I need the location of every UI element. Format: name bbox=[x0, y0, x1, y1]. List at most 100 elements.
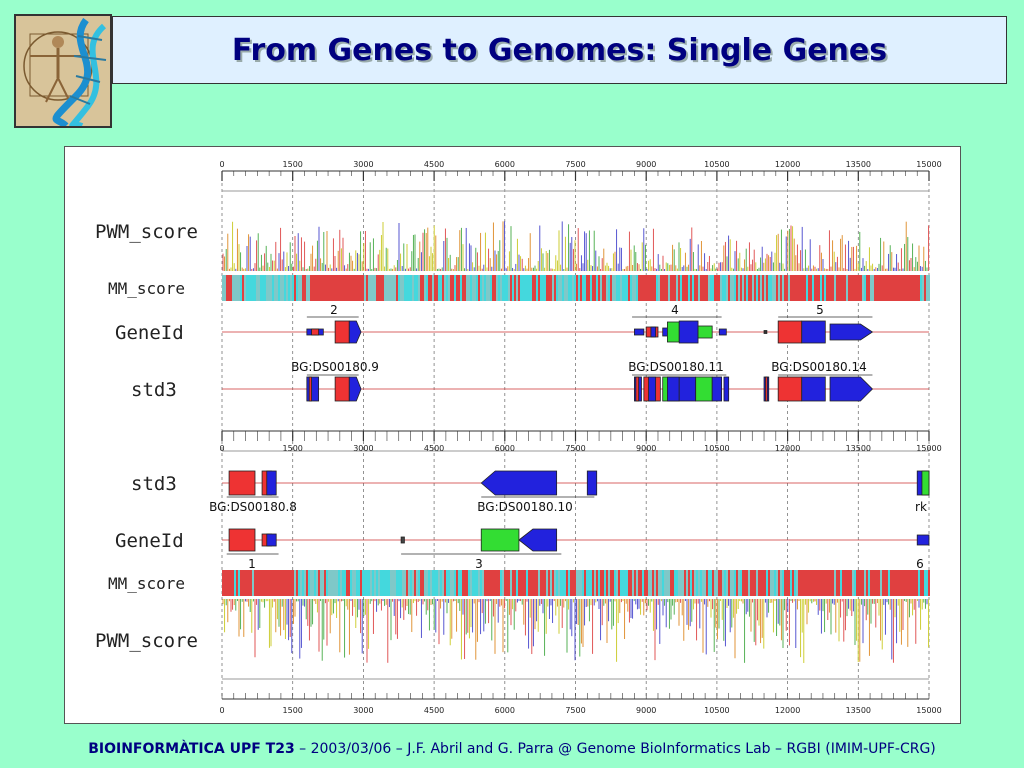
mm-band bbox=[548, 570, 550, 596]
geneid-label-6: 6 bbox=[916, 557, 924, 571]
mm-band bbox=[574, 570, 576, 596]
mm-band bbox=[604, 275, 606, 301]
mm-band bbox=[366, 275, 368, 301]
mm-band bbox=[664, 570, 666, 596]
mm-band bbox=[924, 570, 926, 596]
mm-band bbox=[350, 275, 352, 301]
mm-band bbox=[926, 570, 928, 596]
mm-band bbox=[224, 275, 226, 301]
mm-band bbox=[760, 275, 762, 301]
exon-block bbox=[777, 320, 803, 344]
mm-band bbox=[278, 275, 280, 301]
mm-band bbox=[500, 275, 502, 301]
mm-band bbox=[864, 275, 866, 301]
mm-band bbox=[234, 275, 236, 301]
mm-band bbox=[614, 570, 616, 596]
mm-band bbox=[484, 275, 486, 301]
mm-band bbox=[350, 570, 352, 596]
mm-band bbox=[866, 275, 868, 301]
mm-band bbox=[642, 570, 644, 596]
mm-band bbox=[890, 275, 892, 301]
mm-band bbox=[534, 275, 536, 301]
std3-label-10: BG:DS00180.10 bbox=[477, 500, 572, 514]
mm-band bbox=[632, 570, 634, 596]
mm-band bbox=[912, 275, 914, 301]
mm-band bbox=[826, 275, 828, 301]
mm-band bbox=[598, 275, 600, 301]
mm-band bbox=[290, 275, 292, 301]
mm-band bbox=[712, 570, 714, 596]
mm-band bbox=[864, 570, 866, 596]
mm-band bbox=[800, 275, 802, 301]
mm-band bbox=[236, 570, 238, 596]
mm-band bbox=[504, 570, 506, 596]
mm-band bbox=[660, 275, 662, 301]
axis-tick-label: 7500 bbox=[565, 160, 585, 169]
mm-band bbox=[318, 275, 320, 301]
exon-block bbox=[480, 528, 520, 552]
mm-band bbox=[688, 570, 690, 596]
mm-band bbox=[820, 570, 822, 596]
mm-band bbox=[364, 275, 366, 301]
mm-band bbox=[336, 570, 338, 596]
mm-band bbox=[830, 570, 832, 596]
mm-band bbox=[700, 570, 702, 596]
mm-band bbox=[852, 275, 854, 301]
mm-band bbox=[392, 570, 394, 596]
mm-band bbox=[894, 275, 896, 301]
mm-band bbox=[656, 570, 658, 596]
mm-band bbox=[462, 570, 464, 596]
mm-band bbox=[836, 570, 838, 596]
mm-band bbox=[756, 275, 758, 301]
mm-band bbox=[328, 275, 330, 301]
mm-band bbox=[556, 275, 558, 301]
mm-band bbox=[622, 570, 624, 596]
mm-band bbox=[410, 570, 412, 596]
mm-band bbox=[370, 570, 372, 596]
mm-band bbox=[782, 275, 784, 301]
mm-band bbox=[802, 275, 804, 301]
mm-band bbox=[770, 275, 772, 301]
mm-band bbox=[916, 275, 918, 301]
mm-band bbox=[860, 570, 862, 596]
exon-block bbox=[586, 470, 598, 496]
std3-label-14: BG:DS00180.14 bbox=[771, 360, 866, 374]
mm-band bbox=[824, 570, 826, 596]
mm-band bbox=[718, 570, 720, 596]
mm-band bbox=[662, 570, 664, 596]
mm-band bbox=[818, 275, 820, 301]
mm-band bbox=[490, 570, 492, 596]
mm-band bbox=[578, 275, 580, 301]
mm-band bbox=[914, 275, 916, 301]
mm-band bbox=[376, 570, 378, 596]
mm-band bbox=[926, 275, 928, 301]
mm-band bbox=[676, 570, 678, 596]
mm-band bbox=[734, 275, 736, 301]
mm-band bbox=[784, 570, 786, 596]
mm-band bbox=[530, 275, 532, 301]
track-label-std3-reverse: std3 bbox=[131, 473, 177, 495]
mm-band bbox=[720, 275, 722, 301]
mm-band bbox=[918, 570, 920, 596]
mm-band bbox=[794, 570, 796, 596]
mm-band bbox=[626, 570, 628, 596]
mm-band bbox=[920, 570, 922, 596]
mm-band bbox=[706, 570, 708, 596]
mm-band bbox=[484, 570, 486, 596]
axis-tick-label: 10500 bbox=[704, 444, 729, 453]
axis-tick-label: 7500 bbox=[565, 444, 585, 453]
mm-band bbox=[368, 570, 370, 596]
title-bar: From Genes to Genomes: Single Genes bbox=[112, 16, 1007, 84]
axis-tick-label: 1500 bbox=[283, 706, 303, 715]
exon-block bbox=[228, 470, 256, 496]
track-label-mm-reverse: MM_score bbox=[108, 574, 185, 593]
mm-band bbox=[420, 275, 422, 301]
mm-band bbox=[592, 275, 594, 301]
exon-block bbox=[763, 330, 768, 334]
mm-band bbox=[640, 570, 642, 596]
mm-band bbox=[846, 570, 848, 596]
mm-band bbox=[726, 275, 728, 301]
axis-tick-label: 3000 bbox=[353, 160, 373, 169]
mm-band bbox=[292, 570, 294, 596]
mm-band bbox=[830, 275, 832, 301]
